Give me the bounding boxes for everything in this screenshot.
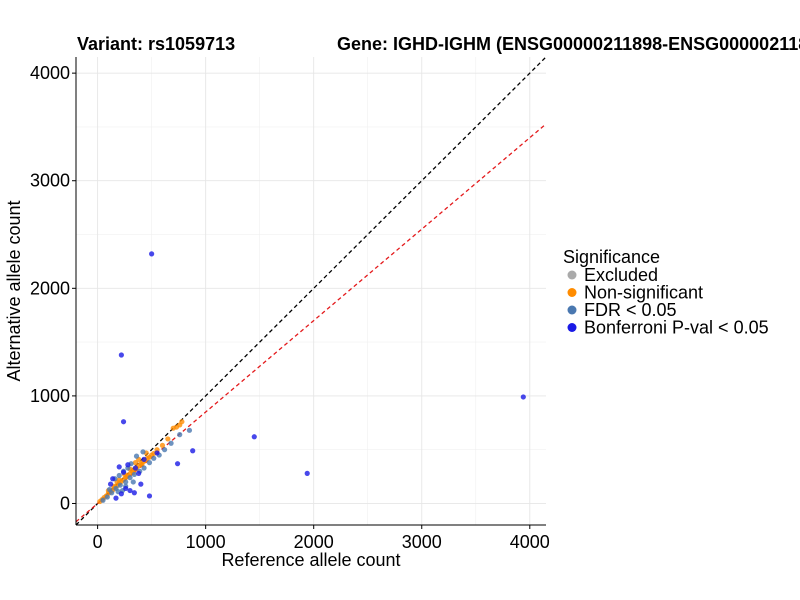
legend-swatch bbox=[567, 270, 577, 280]
point-bonferroni-p-val-0-05 bbox=[520, 394, 526, 400]
point-bonferroni-p-val-0-05 bbox=[132, 465, 139, 471]
point-bonferroni-p-val-0-05 bbox=[125, 462, 131, 468]
point-non-significant bbox=[159, 442, 166, 448]
point-bonferroni-p-val-0-05 bbox=[154, 450, 160, 456]
point-bonferroni-p-val-0-05 bbox=[141, 456, 147, 462]
x-tick-label: 1000 bbox=[186, 532, 226, 552]
point-fdr-0-05 bbox=[141, 465, 147, 471]
y-axis-title: Alternative allele count bbox=[4, 200, 24, 381]
point-bonferroni-p-val-0-05 bbox=[127, 487, 133, 494]
point-fdr-0-05 bbox=[117, 482, 123, 488]
point-bonferroni-p-val-0-05 bbox=[131, 490, 137, 496]
point-bonferroni-p-val-0-05 bbox=[120, 419, 127, 425]
legend-swatch bbox=[567, 305, 577, 315]
point-fdr-0-05 bbox=[161, 447, 168, 453]
chart-title-variant: Variant: rs1059713 bbox=[77, 34, 235, 54]
point-bonferroni-p-val-0-05 bbox=[149, 251, 155, 257]
point-fdr-0-05 bbox=[151, 455, 157, 461]
y-tick-label: 0 bbox=[60, 493, 70, 513]
point-bonferroni-p-val-0-05 bbox=[174, 461, 181, 467]
reference-lines bbox=[75, 56, 547, 526]
chart-title-gene: Gene: IGHD-IGHM (ENSG00000211898-ENSG000… bbox=[337, 34, 800, 54]
point-non-significant bbox=[179, 419, 185, 425]
point-non-significant bbox=[132, 460, 139, 466]
legend-label: Excluded bbox=[584, 265, 658, 285]
legend-swatch bbox=[567, 323, 577, 332]
x-tick-label: 4000 bbox=[510, 532, 550, 552]
legend-label: FDR < 0.05 bbox=[584, 300, 677, 320]
point-fdr-0-05 bbox=[177, 432, 183, 438]
point-bonferroni-p-val-0-05 bbox=[190, 448, 196, 454]
grid bbox=[76, 57, 546, 525]
legend-title: Significance bbox=[563, 247, 660, 267]
point-bonferroni-p-val-0-05 bbox=[118, 491, 124, 497]
point-bonferroni-p-val-0-05 bbox=[118, 352, 124, 358]
point-fdr-0-05 bbox=[100, 497, 106, 503]
y-tick-label: 4000 bbox=[30, 63, 70, 83]
point-fdr-0-05 bbox=[106, 486, 113, 493]
point-fdr-0-05 bbox=[168, 440, 174, 446]
point-fdr-0-05 bbox=[130, 479, 136, 485]
point-bonferroni-p-val-0-05 bbox=[120, 469, 127, 475]
x-tick-label: 3000 bbox=[402, 532, 442, 552]
point-bonferroni-p-val-0-05 bbox=[136, 470, 142, 476]
legend: Significance ExcludedNon-significantFDR … bbox=[563, 247, 769, 338]
point-fdr-0-05 bbox=[127, 475, 133, 481]
point-bonferroni-p-val-0-05 bbox=[146, 493, 153, 499]
point-fdr-0-05 bbox=[104, 494, 110, 500]
ticks: 0 1000 2000 3000 4000 0 1000 2000 3000 4000 bbox=[30, 63, 550, 552]
axes bbox=[75, 57, 546, 526]
point-fdr-0-05 bbox=[146, 460, 153, 466]
y-tick-label: 2000 bbox=[30, 278, 70, 298]
point-bonferroni-p-val-0-05 bbox=[113, 495, 119, 501]
point-bonferroni-p-val-0-05 bbox=[251, 434, 257, 440]
data-points bbox=[97, 251, 526, 505]
point-fdr-0-05 bbox=[116, 472, 122, 479]
x-tick-label: 0 bbox=[93, 532, 103, 552]
y-tick-label: 1000 bbox=[30, 386, 70, 406]
point-fdr-0-05 bbox=[140, 449, 146, 455]
point-bonferroni-p-val-0-05 bbox=[304, 470, 310, 476]
point-fdr-0-05 bbox=[131, 471, 137, 478]
y-tick-label: 3000 bbox=[30, 171, 70, 191]
point-bonferroni-p-val-0-05 bbox=[116, 464, 122, 470]
legend-label: Bonferroni P-val < 0.05 bbox=[584, 318, 769, 338]
point-fdr-0-05 bbox=[123, 479, 129, 485]
point-bonferroni-p-val-0-05 bbox=[123, 485, 129, 492]
x-axis-title: Reference allele count bbox=[221, 550, 400, 570]
x-tick-label: 2000 bbox=[294, 532, 334, 552]
legend-swatch bbox=[567, 288, 577, 297]
point-non-significant bbox=[165, 436, 171, 442]
point-bonferroni-p-val-0-05 bbox=[138, 481, 144, 487]
point-bonferroni-p-val-0-05 bbox=[110, 476, 116, 482]
point-fdr-0-05 bbox=[133, 453, 140, 459]
reference-line-fit bbox=[75, 123, 547, 523]
reference-line-identity bbox=[75, 56, 547, 526]
point-fdr-0-05 bbox=[186, 427, 193, 433]
legend-label: Non-significant bbox=[584, 283, 703, 303]
point-bonferroni-p-val-0-05 bbox=[107, 481, 114, 487]
